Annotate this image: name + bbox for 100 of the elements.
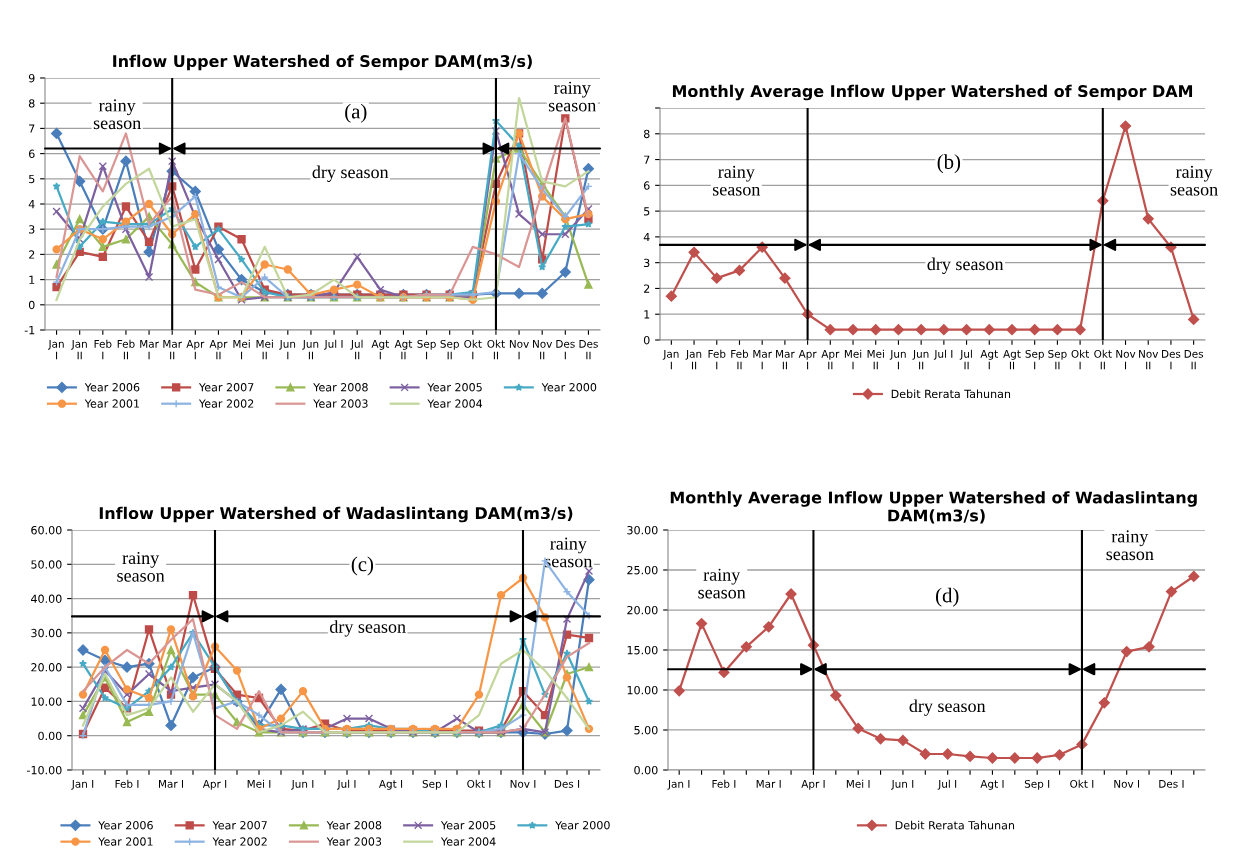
legend-label: Year 2005 [427,383,482,392]
x-tick-label: Feb I [115,779,139,788]
x-tick-label: Agt II [1003,350,1021,370]
legend-label: Year 2002 [212,837,267,846]
y-tick-label: 5.00 [634,725,658,735]
x-tick-label: Agt I [378,780,403,790]
legend-label: Debit Rerata Tahunan [891,389,1011,399]
y-tick-label: 4 [28,200,35,209]
x-tick-label: Mar II [163,340,183,360]
y-tick-label: 4 [643,233,650,242]
y-tick-label: 30.00 [31,628,62,638]
y-tick-label: 0.00 [38,731,62,741]
y-tick-label: 3 [644,258,650,268]
x-tick-label: Okt I [464,339,482,360]
x-tick-label: Nov I [1114,780,1140,788]
x-tick-label: Nov II [1139,350,1159,370]
annotation: (d) [936,587,959,607]
x-tick-label: Mei I [844,349,862,370]
legend-label: Year 2006 [98,821,153,830]
x-tick-label: Jun I [279,340,296,360]
legend-label: Year 2001 [84,399,140,408]
x-tick-label: Feb II [117,339,135,360]
x-tick-label: Jan II [685,350,702,370]
annotation: rainy season [544,537,593,568]
x-tick-label: Jul I [937,779,957,790]
y-tick-label: 7 [644,155,650,164]
chart-title: Monthly Average Inflow Upper Watershed of Sempor DAM [672,84,1193,101]
x-tick-label: Jul II [350,339,363,360]
x-tick-label: Apr I [186,340,205,360]
x-tick-label: Okt I [467,779,491,788]
legend-label: Year 2004 [440,837,496,846]
annotation: dry season [312,165,389,182]
x-tick-label: Feb I [94,339,112,360]
y-tick-label: 2 [29,250,35,259]
x-tick-label: Des I [556,340,575,360]
annotation: (a) [345,103,367,123]
annotation: dry season [909,699,986,716]
annotation: rainy season [1170,165,1218,196]
x-tick-label: Feb I [708,349,726,370]
x-tick-label: Apr I [798,350,817,370]
x-tick-label: Mei I [247,779,271,788]
y-tick-label: 8 [28,99,35,108]
y-tick-label: 2 [644,284,650,293]
legend-label: Year 2002 [198,399,254,408]
legend-label: Year 2000 [555,821,610,830]
x-tick-label: Okt I [1070,779,1094,788]
x-tick-label: Sep I [1025,349,1044,370]
y-tick-label: 25.00 [627,565,658,575]
x-tick-label: Sep I [417,339,436,360]
x-tick-label: Agt I [371,340,389,360]
x-tick-label: Feb I [712,779,736,788]
x-tick-label: Sep II [1048,349,1067,370]
x-tick-label: Jun II [912,350,929,370]
x-tick-label: Feb II [731,349,749,370]
y-tick-label: 10.00 [31,697,62,706]
x-tick-label: Jul I [933,349,953,360]
x-tick-label: Mar I [140,340,159,360]
x-tick-label: Mei II [256,339,273,360]
x-tick-label: Mar I [753,350,773,370]
y-tick-label: 1 [29,275,35,284]
y-tick-label: 3 [29,225,35,234]
legend-label: Year 2004 [427,399,483,408]
x-tick-label: Mar I [159,780,183,788]
legend-label: Year 2000 [541,383,597,392]
x-tick-label: Des I [1162,350,1181,370]
x-tick-label: Mar II [776,350,795,370]
x-tick-label: Apr I [801,780,825,790]
x-tick-label: Mei I [846,779,870,788]
legend-label: Year 2001 [98,837,153,846]
y-tick-label: 40.00 [31,594,62,603]
x-tick-label: Jul II [959,349,972,370]
chart-title: Monthly Average Inflow Upper Watershed of Wadaslintang DAM(m3/s) [670,491,1197,524]
y-tick-label: 10.00 [627,685,658,695]
annotation: rainy season [712,165,761,196]
y-tick-label: 6 [643,181,650,190]
x-tick-label: Nov I [1116,350,1136,370]
y-tick-label: 1 [644,310,650,319]
x-tick-label: Okt II [487,339,505,360]
y-tick-label: 5 [29,174,35,184]
annotation: (c) [351,556,374,576]
y-tick-label: 20.00 [31,663,62,672]
legend-label: Year 2003 [313,399,368,408]
x-tick-label: Nov I [510,780,536,788]
x-tick-label: Nov II [533,340,553,360]
x-tick-label: Okt I [1071,349,1090,370]
y-tick-label: -1 [24,326,35,335]
x-tick-label: Des II [1184,350,1204,370]
y-tick-label: -10.00 [27,765,62,775]
x-tick-label: Des I [1159,780,1184,788]
legend-label: Year 2008 [313,383,368,392]
x-tick-label: Sep I [1024,779,1050,790]
annotation: dry season [329,620,406,637]
x-tick-label: Mei II [867,349,884,370]
legend-label: Year 2005 [440,821,496,830]
annotation: rainy season [1106,530,1154,561]
legend-label: Year 2003 [326,837,382,846]
x-tick-label: Jan I [662,350,679,370]
x-tick-label: Jul I [324,339,343,350]
x-tick-label: Mar I [756,780,781,788]
x-tick-label: Jan I [71,780,94,790]
